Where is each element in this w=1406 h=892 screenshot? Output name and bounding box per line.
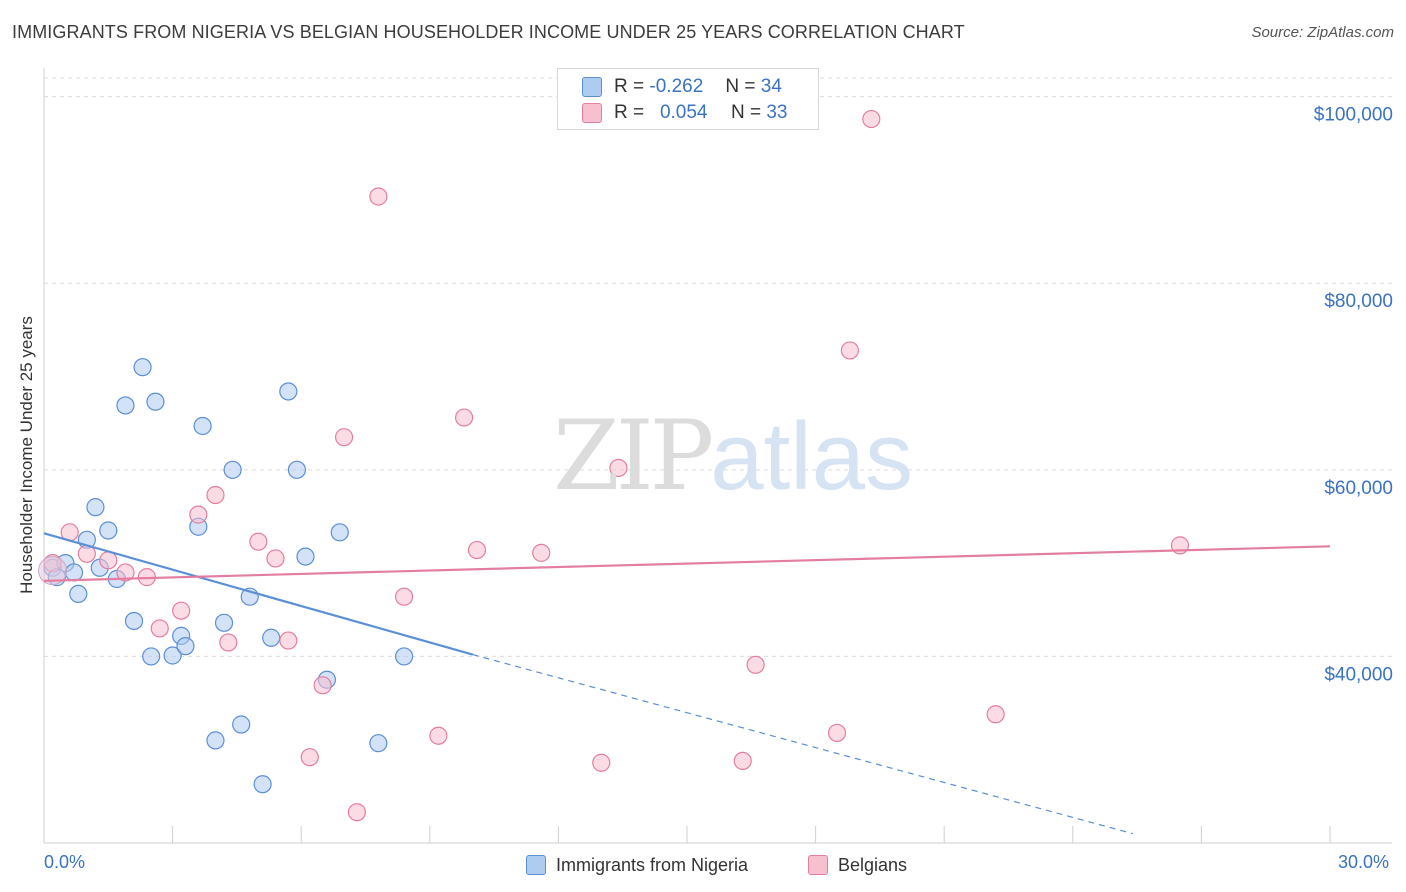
belgians-point [300,748,319,767]
legend-n-value: 33 [766,102,788,123]
legend-swatch-blue [582,77,602,97]
nigeria-point [133,358,152,377]
belgians-point [116,563,135,582]
nigeria-point [124,611,144,631]
nigeria-point [64,563,84,582]
y-tick-label: $80,000 [1324,291,1393,312]
belgians-point [266,549,285,568]
bottom-legend-swatch-blue [526,855,546,875]
nigeria-point [176,637,195,656]
nigeria-point [116,396,135,415]
belgians-point [454,408,474,427]
legend-r-label: R = [614,102,645,123]
belgians-point [827,723,847,743]
x-axis-max-label: 30.0% [1338,852,1390,872]
belgians-point [840,341,859,360]
nigeria-point [69,584,88,604]
nigeria-point [86,498,105,517]
y-axis-label: Householder Income Under 25 years [17,316,36,594]
correlation-legend: R = -0.262 N = 34 R = 0.054 N = 33 [557,68,819,130]
belgians-point [219,633,238,652]
belgians-point [532,543,551,562]
watermark-atlas: atlas [710,403,913,510]
nigeria-point [369,734,388,753]
watermark-zip: ZIP [553,400,714,512]
legend-r-value: 0.054 [659,102,708,123]
nigeria-point [296,547,315,566]
legend-row-belgians: R = 0.054 N = 33 [582,101,787,125]
belgians-point [467,540,487,560]
belgians-point [150,619,169,638]
nigeria-trend-line [43,532,473,656]
legend-n-label: N = [725,76,756,97]
nigeria-point [214,613,234,632]
belgians-point [733,751,752,771]
nigeria-point [223,460,242,479]
belgians-point [172,601,191,620]
legend-swatch-pink [582,103,602,123]
belgians-point [334,428,354,447]
belgians-point [862,109,881,129]
belgians-point [429,726,448,745]
y-tick-label: $40,000 [1324,664,1393,685]
belgians-point [347,803,367,822]
belgians-trend-line [43,545,1331,582]
bottom-legend-nigeria: Immigrants from Nigeria [526,852,748,878]
belgians-point [369,187,388,206]
legend-row-nigeria: R = -0.262 N = 34 [582,75,782,99]
nigeria-point [262,628,281,647]
belgians-point [249,532,268,551]
bottom-legend-belgians: Belgians [808,852,907,878]
bottom-legend-label-nigeria: Immigrants from Nigeria [556,854,749,875]
nigeria-point [253,775,272,794]
belgians-point [206,485,225,505]
nigeria-point [206,731,225,750]
belgians-point [986,705,1005,724]
nigeria-point [232,715,251,734]
nigeria-point [99,521,118,540]
belgians-point [279,631,298,650]
belgians-point [746,655,765,674]
belgians-point [592,753,611,772]
nigeria-point [146,392,165,411]
bottom-legend-swatch-pink [808,855,828,875]
legend-r-label: R = [614,76,645,97]
zipatlas-watermark: ZIPatlas [553,400,913,512]
nigeria-point [330,523,349,542]
belgians-point [394,587,414,606]
y-tick-label: $100,000 [1314,105,1393,126]
legend-r-value: -0.262 [649,76,704,97]
bottom-legend-label-belgians: Belgians [838,854,908,875]
chart-title: IMMIGRANTS FROM NIGERIA VS BELGIAN HOUSE… [12,22,965,42]
nigeria-point [394,647,414,666]
y-tick-label: $60,000 [1324,478,1393,499]
nigeria-point [193,416,212,436]
nigeria-point [287,460,307,479]
belgians-point [609,458,628,478]
chart-source: Source: ZipAtlas.com [1251,24,1394,41]
belgians-point [99,551,118,570]
belgians-point [189,505,208,524]
belgians-point [313,676,332,695]
nigeria-point [163,646,182,665]
x-axis-min-label: 0.0% [44,852,86,872]
nigeria-trend-extension [472,653,1133,835]
legend-n-label: N = [730,102,762,123]
nigeria-point [142,647,161,666]
nigeria-point [279,382,298,401]
legend-n-value: 34 [760,76,782,97]
overlap-cluster-point [38,556,68,586]
